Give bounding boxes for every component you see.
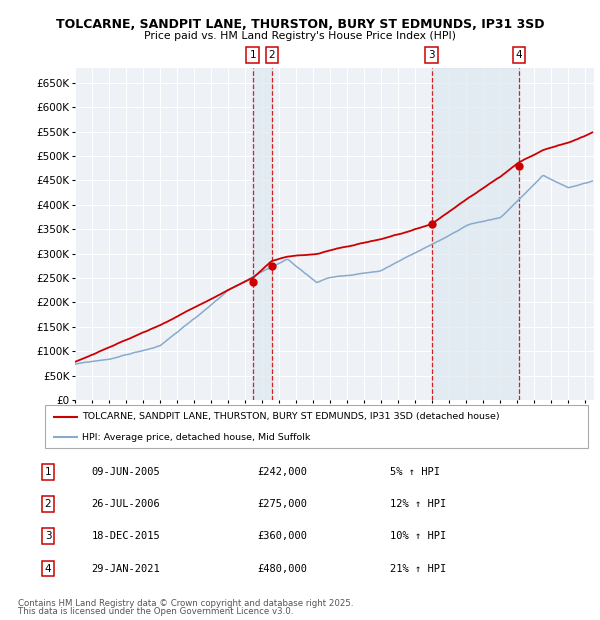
Text: 3: 3 (428, 50, 435, 60)
FancyBboxPatch shape (45, 405, 588, 448)
Text: 4: 4 (515, 50, 522, 60)
Text: 3: 3 (44, 531, 52, 541)
Text: Price paid vs. HM Land Registry's House Price Index (HPI): Price paid vs. HM Land Registry's House … (144, 31, 456, 41)
Text: 21% ↑ HPI: 21% ↑ HPI (390, 564, 446, 574)
Text: 1: 1 (44, 467, 52, 477)
Bar (253, 68, 272, 400)
Text: 10% ↑ HPI: 10% ↑ HPI (390, 531, 446, 541)
Text: 2: 2 (269, 50, 275, 60)
Text: 1: 1 (250, 50, 256, 60)
Text: Contains HM Land Registry data © Crown copyright and database right 2025.: Contains HM Land Registry data © Crown c… (18, 600, 353, 608)
Text: 18-DEC-2015: 18-DEC-2015 (92, 531, 160, 541)
Text: 5% ↑ HPI: 5% ↑ HPI (390, 467, 440, 477)
Text: TOLCARNE, SANDPIT LANE, THURSTON, BURY ST EDMUNDS, IP31 3SD (detached house): TOLCARNE, SANDPIT LANE, THURSTON, BURY S… (82, 412, 500, 422)
Text: 12% ↑ HPI: 12% ↑ HPI (390, 499, 446, 509)
Text: 29-JAN-2021: 29-JAN-2021 (92, 564, 160, 574)
Text: TOLCARNE, SANDPIT LANE, THURSTON, BURY ST EDMUNDS, IP31 3SD: TOLCARNE, SANDPIT LANE, THURSTON, BURY S… (56, 19, 544, 31)
Bar (431, 68, 519, 400)
Text: HPI: Average price, detached house, Mid Suffolk: HPI: Average price, detached house, Mid … (82, 433, 310, 441)
Text: This data is licensed under the Open Government Licence v3.0.: This data is licensed under the Open Gov… (18, 607, 293, 616)
Text: 09-JUN-2005: 09-JUN-2005 (92, 467, 160, 477)
Text: £242,000: £242,000 (257, 467, 307, 477)
Text: £275,000: £275,000 (257, 499, 307, 509)
Text: £360,000: £360,000 (257, 531, 307, 541)
Text: £480,000: £480,000 (257, 564, 307, 574)
Text: 4: 4 (44, 564, 52, 574)
Text: 2: 2 (44, 499, 52, 509)
Text: 26-JUL-2006: 26-JUL-2006 (92, 499, 160, 509)
